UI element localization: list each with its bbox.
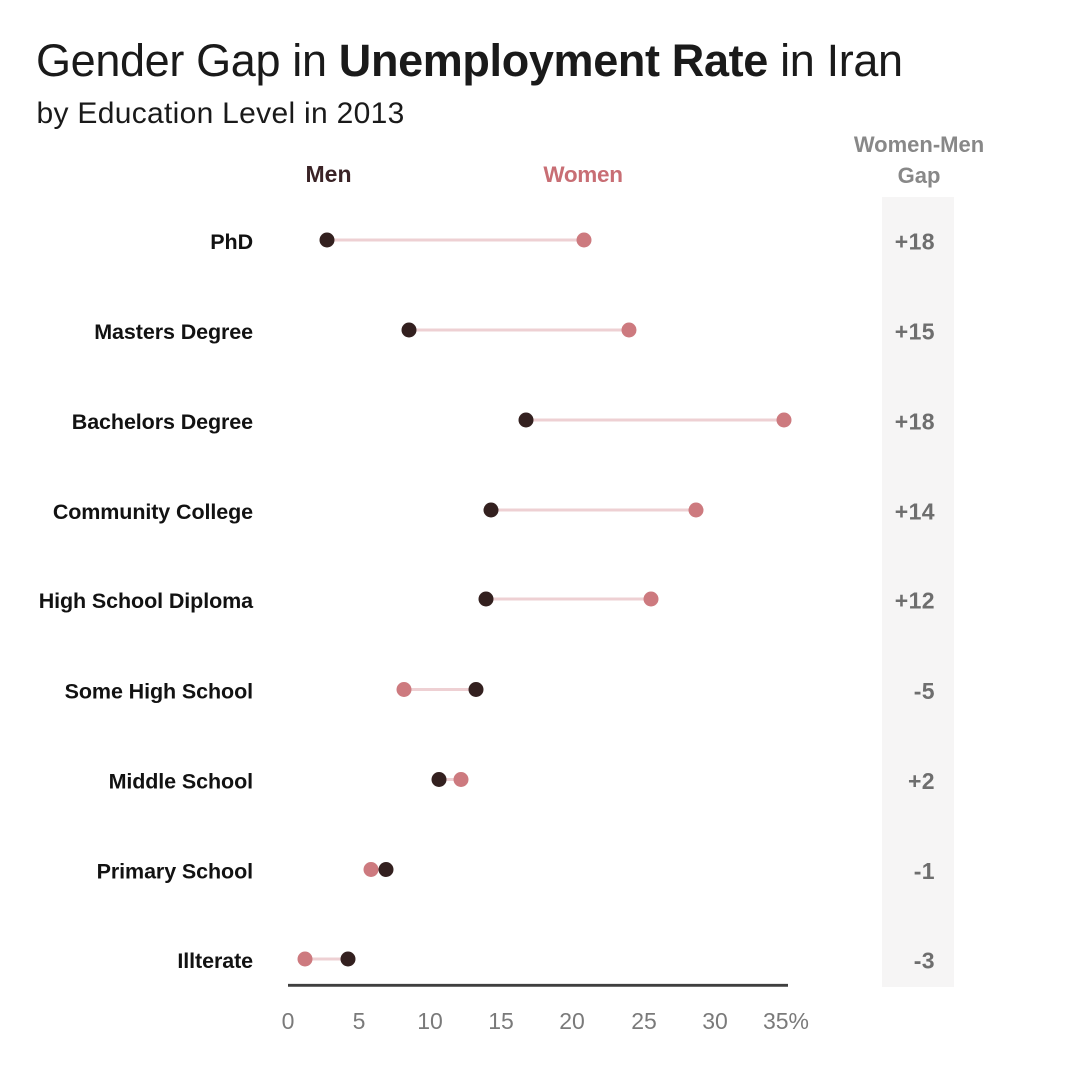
svg-text:5: 5 bbox=[353, 1008, 366, 1034]
svg-text:35%: 35% bbox=[763, 1008, 809, 1034]
svg-text:Gap: Gap bbox=[898, 163, 941, 188]
svg-text:+15: +15 bbox=[895, 319, 935, 345]
svg-text:by Education Level in 2013: by Education Level in 2013 bbox=[37, 97, 405, 130]
svg-text:Some High School: Some High School bbox=[65, 680, 253, 704]
svg-text:-5: -5 bbox=[914, 678, 935, 704]
svg-text:25: 25 bbox=[631, 1008, 657, 1034]
svg-text:Community College: Community College bbox=[53, 500, 253, 524]
svg-text:Women-Men: Women-Men bbox=[854, 132, 984, 157]
svg-text:+14: +14 bbox=[895, 499, 935, 525]
svg-text:Bachelors Degree: Bachelors Degree bbox=[72, 410, 253, 434]
svg-text:+18: +18 bbox=[895, 229, 935, 255]
svg-text:PhD: PhD bbox=[210, 230, 253, 254]
svg-text:Masters Degree: Masters Degree bbox=[94, 320, 253, 344]
svg-text:20: 20 bbox=[559, 1008, 585, 1034]
svg-text:+18: +18 bbox=[895, 409, 935, 435]
svg-text:Middle School: Middle School bbox=[109, 770, 253, 794]
svg-text:Gender Gap in Unemployment Rat: Gender Gap in Unemployment Rate in Iran bbox=[36, 35, 903, 86]
svg-text:Men: Men bbox=[306, 161, 352, 187]
svg-text:Primary School: Primary School bbox=[97, 860, 253, 884]
svg-text:+2: +2 bbox=[908, 768, 935, 794]
svg-text:30: 30 bbox=[702, 1008, 728, 1034]
svg-text:-1: -1 bbox=[914, 858, 935, 884]
svg-text:Women: Women bbox=[543, 162, 622, 187]
svg-text:High School Diploma: High School Diploma bbox=[39, 589, 254, 613]
svg-text:+12: +12 bbox=[895, 588, 935, 614]
svg-text:-3: -3 bbox=[914, 948, 935, 974]
svg-text:Illterate: Illterate bbox=[177, 949, 253, 973]
svg-text:0: 0 bbox=[282, 1008, 295, 1034]
svg-text:10: 10 bbox=[417, 1008, 443, 1034]
svg-text:15: 15 bbox=[488, 1008, 514, 1034]
